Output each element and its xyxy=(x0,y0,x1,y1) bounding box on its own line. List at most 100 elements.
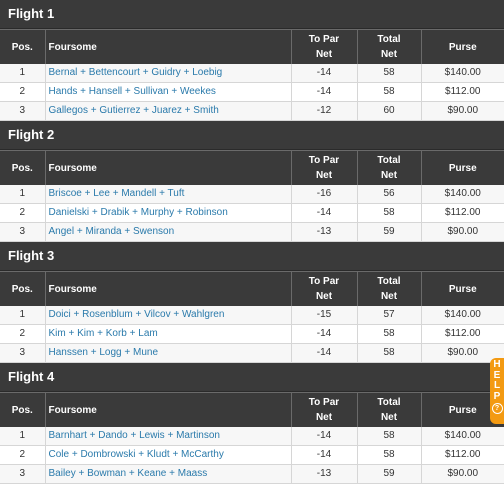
col-header-pos[interactable]: Pos. xyxy=(0,29,45,64)
cell-total-net: 59 xyxy=(356,222,421,242)
flight-section: Flight 2 Pos. Foursome To Par Net Total Net Pur… xyxy=(0,121,504,242)
flight-section: Flight 4 Pos. Foursome To Par Net Total Net Pur… xyxy=(0,363,504,484)
help-tab[interactable]: H E L P ? xyxy=(490,358,504,424)
table-row: 2 Cole + Dombrowski + Kludt + McCarthy -14… xyxy=(0,445,504,465)
table-header-row: Pos. Foursome To Par Net Total Net Purse xyxy=(0,150,504,185)
col-header-to-par-net-label: To Par xyxy=(308,397,340,408)
cell-pos: 1 xyxy=(0,427,45,446)
cell-total-net: 58 xyxy=(356,343,421,363)
col-header-total-net[interactable]: Total Net xyxy=(356,150,421,185)
cell-purse: $140.00 xyxy=(420,185,504,204)
col-header-total-net[interactable]: Total Net xyxy=(356,29,421,64)
flight-title: Flight 4 xyxy=(0,363,504,392)
question-icon: ? xyxy=(491,403,503,414)
col-header-foursome-label: Foursome xyxy=(48,162,97,174)
col-header-total-net-label: Net xyxy=(380,49,398,60)
cell-to-par-net: -14 xyxy=(290,82,357,102)
col-header-to-par-net-label: Net xyxy=(315,412,333,423)
col-header-pos[interactable]: Pos. xyxy=(0,392,45,427)
col-header-pos-label: Pos. xyxy=(11,404,33,416)
cell-purse: $112.00 xyxy=(420,82,504,102)
cell-foursome-link[interactable]: Hands + Hansell + Sullivan + Weekes xyxy=(44,82,291,102)
cell-to-par-net: -14 xyxy=(290,427,357,446)
table-header-row: Pos. Foursome To Par Net Total Net Purse xyxy=(0,29,504,64)
col-header-to-par-net[interactable]: To Par Net xyxy=(290,392,357,427)
cell-pos: 2 xyxy=(0,203,45,223)
cell-foursome-link[interactable]: Hanssen + Logg + Mune xyxy=(44,343,291,363)
table-row: 3 Angel + Miranda + Swenson -13 59 $90.00 xyxy=(0,222,504,242)
cell-foursome-link[interactable]: Bailey + Bowman + Keane + Maass xyxy=(44,464,291,484)
col-header-purse-label: Purse xyxy=(448,41,477,53)
col-header-foursome[interactable]: Foursome xyxy=(44,392,291,427)
cell-to-par-net: -13 xyxy=(290,222,357,242)
cell-to-par-net: -14 xyxy=(290,445,357,465)
table-row: 1 Bernal + Bettencourt + Guidry + Loebig -… xyxy=(0,64,504,83)
col-header-to-par-net[interactable]: To Par Net xyxy=(290,271,357,306)
col-header-pos[interactable]: Pos. xyxy=(0,150,45,185)
results-table: Pos. Foursome To Par Net Total Net Purse 1 Berna… xyxy=(0,29,504,121)
cell-pos: 1 xyxy=(0,64,45,83)
cell-pos: 3 xyxy=(0,343,45,363)
cell-foursome-link[interactable]: Cole + Dombrowski + Kludt + McCarthy xyxy=(44,445,291,465)
cell-total-net: 58 xyxy=(356,445,421,465)
flight-section: Flight 3 Pos. Foursome To Par Net Total Net Pur… xyxy=(0,242,504,363)
cell-foursome-link[interactable]: Barnhart + Dando + Lewis + Martinson xyxy=(44,427,291,446)
table-header-row: Pos. Foursome To Par Net Total Net Purse xyxy=(0,271,504,306)
col-header-to-par-net-label: Net xyxy=(315,170,333,181)
cell-pos: 2 xyxy=(0,445,45,465)
col-header-to-par-net-label: Net xyxy=(315,291,333,302)
results-table: Pos. Foursome To Par Net Total Net Purse 1 Barnh… xyxy=(0,392,504,484)
col-header-to-par-net-label: To Par xyxy=(308,276,340,287)
col-header-total-net[interactable]: Total Net xyxy=(356,271,421,306)
table-header-row: Pos. Foursome To Par Net Total Net Purse xyxy=(0,392,504,427)
table-row: 1 Doici + Rosenblum + Vilcov + Wahlgren -1… xyxy=(0,306,504,325)
col-header-pos[interactable]: Pos. xyxy=(0,271,45,306)
col-header-pos-label: Pos. xyxy=(11,162,33,174)
table-row: 1 Barnhart + Dando + Lewis + Martinson -14… xyxy=(0,427,504,446)
col-header-purse[interactable]: Purse xyxy=(420,271,504,306)
cell-purse: $140.00 xyxy=(420,306,504,325)
col-header-foursome[interactable]: Foursome xyxy=(44,271,291,306)
cell-foursome-link[interactable]: Danielski + Drabik + Murphy + Robinson xyxy=(44,203,291,223)
col-header-foursome[interactable]: Foursome xyxy=(44,29,291,64)
cell-foursome-link[interactable]: Briscoe + Lee + Mandell + Tuft xyxy=(44,185,291,204)
cell-foursome-link[interactable]: Kim + Kim + Korb + Lam xyxy=(44,324,291,344)
cell-pos: 3 xyxy=(0,222,45,242)
cell-total-net: 60 xyxy=(356,101,421,121)
cell-total-net: 57 xyxy=(356,306,421,325)
col-header-purse-label: Purse xyxy=(448,162,477,174)
cell-pos: 1 xyxy=(0,185,45,204)
cell-total-net: 58 xyxy=(356,82,421,102)
col-header-total-net-label: Total xyxy=(377,397,401,408)
cell-foursome-link[interactable]: Doici + Rosenblum + Vilcov + Wahlgren xyxy=(44,306,291,325)
col-header-purse[interactable]: Purse xyxy=(420,29,504,64)
flight-title: Flight 1 xyxy=(0,0,504,29)
cell-foursome-link[interactable]: Bernal + Bettencourt + Guidry + Loebig xyxy=(44,64,291,83)
cell-foursome-link[interactable]: Gallegos + Gutierrez + Juarez + Smith xyxy=(44,101,291,121)
cell-to-par-net: -12 xyxy=(290,101,357,121)
cell-purse: $140.00 xyxy=(420,427,504,446)
col-header-purse[interactable]: Purse xyxy=(420,150,504,185)
cell-pos: 2 xyxy=(0,82,45,102)
cell-to-par-net: -14 xyxy=(290,343,357,363)
col-header-total-net-label: Total xyxy=(377,34,401,45)
cell-foursome-link[interactable]: Angel + Miranda + Swenson xyxy=(44,222,291,242)
col-header-foursome[interactable]: Foursome xyxy=(44,150,291,185)
flight-title: Flight 2 xyxy=(0,121,504,150)
cell-total-net: 56 xyxy=(356,185,421,204)
results-table: Pos. Foursome To Par Net Total Net Purse 1 Brisc… xyxy=(0,150,504,242)
col-header-to-par-net[interactable]: To Par Net xyxy=(290,150,357,185)
results-table: Pos. Foursome To Par Net Total Net Purse 1 Doici… xyxy=(0,271,504,363)
flight-section: Flight 1 Pos. Foursome To Par Net Total Net Pur… xyxy=(0,0,504,121)
col-header-foursome-label: Foursome xyxy=(48,41,97,53)
col-header-foursome-label: Foursome xyxy=(48,283,97,295)
col-header-total-net-label: Net xyxy=(380,170,398,181)
cell-purse: $112.00 xyxy=(420,445,504,465)
col-header-foursome-label: Foursome xyxy=(48,404,97,416)
col-header-total-net-label: Net xyxy=(380,291,398,302)
col-header-total-net[interactable]: Total Net xyxy=(356,392,421,427)
help-letter-p: P xyxy=(493,390,501,402)
col-header-to-par-net[interactable]: To Par Net xyxy=(290,29,357,64)
col-header-total-net-label: Net xyxy=(380,412,398,423)
